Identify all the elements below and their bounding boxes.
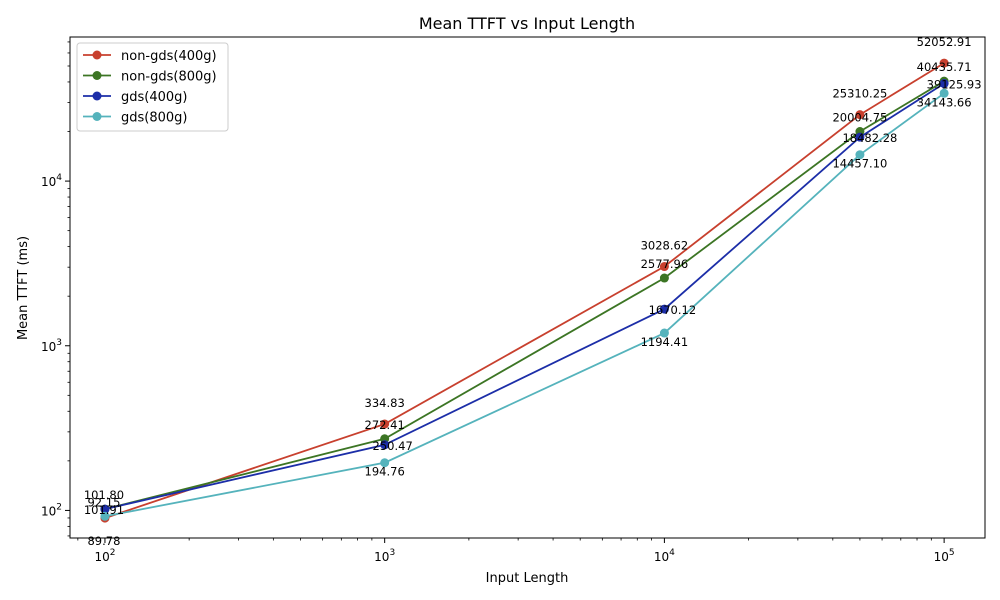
- legend-box: [76, 42, 229, 132]
- data-point: [100, 511, 110, 521]
- data-point: [939, 58, 949, 68]
- plot-frame: [69, 36, 986, 539]
- x-tick-label: 104: [654, 548, 675, 564]
- data-label: 1670.12: [649, 303, 697, 317]
- data-point: [659, 262, 669, 272]
- x-tick-label-base: 10: [654, 550, 669, 564]
- data-point: [939, 88, 949, 98]
- chart-title: Mean TTFT vs Input Length: [419, 14, 635, 33]
- x-tick-label-base: 10: [374, 550, 389, 564]
- x-tick-label-base: 10: [934, 550, 949, 564]
- x-axis-label: Input Length: [486, 571, 569, 586]
- legend-marker: [92, 91, 102, 101]
- y-tick-label-exponent: 3: [56, 338, 62, 348]
- data-label: 18482.28: [842, 131, 897, 145]
- data-label: 2577.96: [641, 257, 689, 271]
- y-tick-label-exponent: 4: [56, 173, 62, 183]
- y-tick-label: 103: [41, 338, 62, 354]
- data-point: [855, 150, 865, 160]
- x-tick-label: 105: [934, 548, 955, 564]
- data-label: 34143.66: [917, 95, 972, 109]
- data-label: 40435.71: [917, 60, 972, 74]
- y-axis-label: Mean TTFT (ms): [16, 236, 31, 340]
- x-tick-label-exponent: 5: [949, 548, 955, 558]
- data-point: [855, 110, 865, 120]
- data-point: [659, 304, 669, 314]
- data-label: 25310.25: [832, 87, 887, 101]
- data-point: [659, 273, 669, 283]
- legend-marker: [92, 50, 102, 60]
- x-tick-label-exponent: 4: [669, 548, 675, 558]
- y-tick-label: 102: [41, 502, 62, 518]
- data-label: 334.83: [365, 396, 405, 410]
- data-label: 101.80: [84, 488, 124, 502]
- x-tick-label-base: 10: [94, 550, 109, 564]
- data-label: 14457.10: [832, 157, 887, 171]
- data-label: 272.41: [365, 418, 405, 432]
- data-point: [100, 504, 110, 514]
- x-tick-label-exponent: 3: [389, 548, 395, 558]
- legend-marker: [92, 112, 102, 121]
- legend-label: non-gds(800g): [121, 70, 217, 85]
- legend-label: gds(400g): [121, 90, 188, 105]
- y-tick-label-base: 10: [41, 175, 56, 189]
- data-label: 1194.41: [641, 335, 689, 349]
- data-label: 89.78: [87, 534, 120, 548]
- data-label: 92.15: [87, 495, 120, 509]
- legend-marker: [92, 71, 102, 80]
- data-label: 52052.91: [917, 35, 972, 49]
- data-point: [659, 328, 669, 338]
- y-tick-label: 104: [41, 173, 62, 189]
- data-label: 39125.93: [927, 78, 982, 92]
- x-tick-label: 102: [94, 548, 115, 564]
- data-label: 3028.62: [641, 239, 689, 253]
- y-tick-label-base: 10: [41, 340, 56, 354]
- data-label: 20004.75: [832, 111, 887, 125]
- data-label: 250.47: [373, 439, 413, 453]
- x-tick-label: 103: [374, 548, 395, 564]
- y-tick-label-exponent: 2: [56, 502, 62, 512]
- data-point: [380, 419, 390, 429]
- legend: non-gds(400g) non-gds(800g) gds(400g) gds(8…: [76, 42, 229, 132]
- data-point: [939, 79, 949, 89]
- data-label: 194.76: [365, 465, 405, 479]
- y-tick-label-base: 10: [41, 504, 56, 518]
- data-point: [380, 440, 390, 450]
- x-tick-label-exponent: 2: [110, 548, 116, 558]
- data-point: [380, 458, 390, 468]
- data-point: [855, 132, 865, 142]
- data-label: 101.91: [84, 503, 124, 517]
- legend-label: non-gds(400g): [121, 49, 217, 64]
- legend-label: gds(800g): [121, 111, 188, 126]
